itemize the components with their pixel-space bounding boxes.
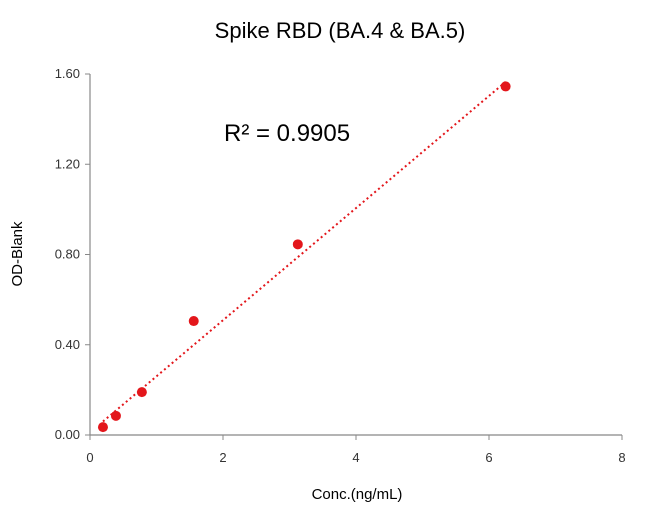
r-squared-annotation: R² = 0.9905 xyxy=(224,120,350,147)
data-point xyxy=(97,422,108,433)
chart-title: Spike RBD (BA.4 & BA.5) xyxy=(215,18,466,43)
data-points xyxy=(97,81,511,433)
y-tick-label: 1.20 xyxy=(55,156,80,171)
y-tick-label: 0.80 xyxy=(55,247,80,262)
x-tick-label: 8 xyxy=(618,450,625,465)
x-tick-label: 4 xyxy=(352,450,359,465)
y-axis-label: OD-Blank xyxy=(9,221,26,287)
data-point xyxy=(136,387,147,398)
y-tick-label: 1.60 xyxy=(55,66,80,81)
y-tick-label: 0.40 xyxy=(55,337,80,352)
x-tick-label: 0 xyxy=(86,450,93,465)
x-tick-label: 2 xyxy=(219,450,226,465)
data-point xyxy=(188,316,199,327)
x-axis-label: Conc.(ng/mL) xyxy=(312,486,403,503)
x-tick-label: 6 xyxy=(485,450,492,465)
y-tick-label: 0.00 xyxy=(55,427,80,442)
axes xyxy=(89,74,622,436)
data-point xyxy=(110,410,121,421)
data-point xyxy=(500,81,511,92)
data-point xyxy=(292,239,303,250)
x-axis-ticks: 0 2 4 6 8 xyxy=(86,435,626,465)
y-axis-ticks: 0.00 0.40 0.80 1.20 1.60 xyxy=(55,66,90,442)
